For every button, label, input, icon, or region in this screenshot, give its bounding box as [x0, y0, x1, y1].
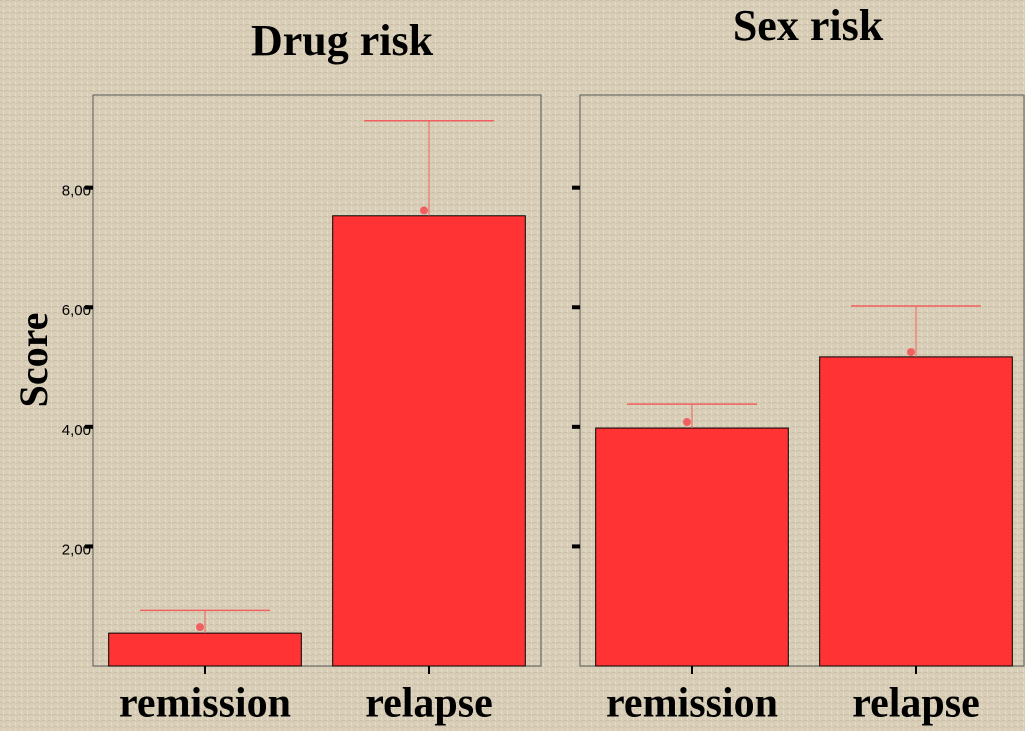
mean-marker [420, 206, 428, 215]
x-tick-label: remission [119, 681, 291, 727]
x-tick-label: remission [606, 681, 778, 727]
bar [819, 356, 1013, 667]
mean-marker [196, 623, 204, 632]
y-tick-label: 2,00 [62, 541, 91, 558]
y-tick-label: 4,00 [62, 422, 91, 439]
y-tick-label: 6,00 [62, 302, 91, 319]
bar [595, 427, 789, 667]
x-tick-label: relapse [852, 681, 980, 727]
mean-marker [907, 348, 915, 357]
plot-area [92, 94, 542, 667]
mean-marker [683, 418, 691, 427]
chart-title: Drug risk [251, 16, 434, 65]
chart-title: Sex risk [733, 1, 884, 50]
bar [108, 632, 302, 667]
y-tick-label: 8,00 [62, 183, 91, 200]
plot-area [579, 94, 1025, 667]
bar [332, 215, 526, 667]
x-tick-label: relapse [365, 681, 493, 727]
y-axis-label: Score [11, 313, 56, 408]
